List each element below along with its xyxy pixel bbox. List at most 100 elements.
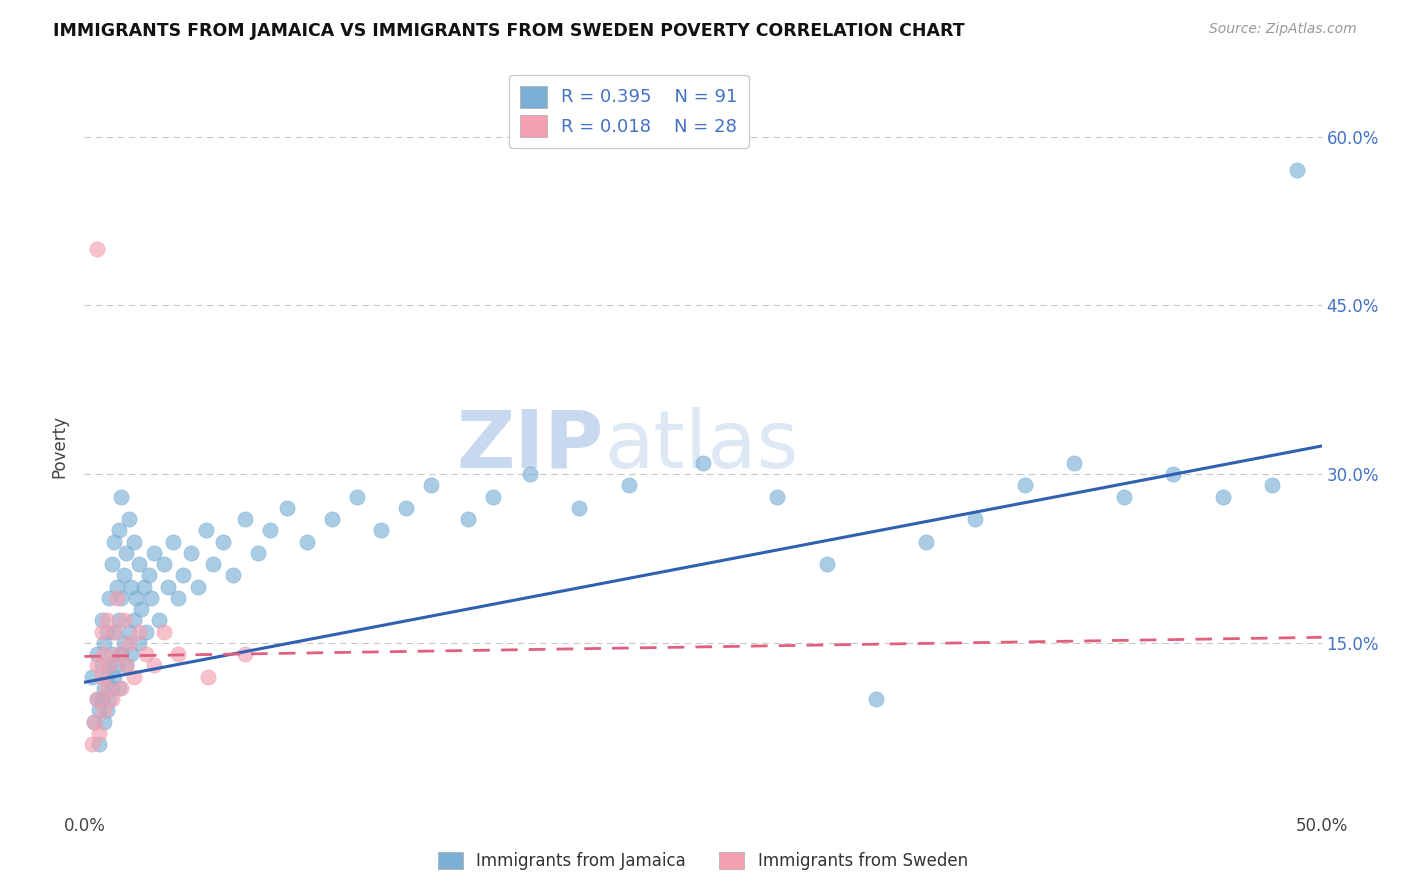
Text: ZIP: ZIP <box>457 407 605 485</box>
Point <box>148 614 170 628</box>
Point <box>89 737 111 751</box>
Point <box>105 580 128 594</box>
Point <box>180 546 202 560</box>
Legend: Immigrants from Jamaica, Immigrants from Sweden: Immigrants from Jamaica, Immigrants from… <box>432 845 974 877</box>
Point <box>346 490 368 504</box>
Point <box>96 703 118 717</box>
Point <box>129 602 152 616</box>
Point <box>108 647 131 661</box>
Text: atlas: atlas <box>605 407 799 485</box>
Point <box>93 681 115 695</box>
Point <box>1261 478 1284 492</box>
Point <box>83 714 105 729</box>
Point <box>110 490 132 504</box>
Point <box>110 647 132 661</box>
Point <box>96 624 118 639</box>
Point <box>865 692 887 706</box>
Text: Source: ZipAtlas.com: Source: ZipAtlas.com <box>1209 22 1357 37</box>
Point <box>419 478 441 492</box>
Point <box>108 614 131 628</box>
Point <box>187 580 209 594</box>
Point <box>128 624 150 639</box>
Point <box>108 524 131 538</box>
Point <box>395 500 418 515</box>
Point <box>128 636 150 650</box>
Point <box>96 670 118 684</box>
Point <box>194 524 217 538</box>
Point <box>197 670 219 684</box>
Point <box>115 658 138 673</box>
Point <box>115 546 138 560</box>
Point <box>93 703 115 717</box>
Point <box>98 658 121 673</box>
Point <box>90 658 112 673</box>
Point <box>93 714 115 729</box>
Point <box>1161 467 1184 482</box>
Point <box>965 512 987 526</box>
Point <box>132 580 155 594</box>
Point <box>93 636 115 650</box>
Point <box>1014 478 1036 492</box>
Point <box>321 512 343 526</box>
Point <box>100 557 122 571</box>
Point <box>370 524 392 538</box>
Point <box>1212 490 1234 504</box>
Point <box>112 636 135 650</box>
Point <box>98 692 121 706</box>
Point <box>519 467 541 482</box>
Point <box>108 681 131 695</box>
Point <box>110 591 132 605</box>
Legend: R = 0.395    N = 91, R = 0.018    N = 28: R = 0.395 N = 91, R = 0.018 N = 28 <box>509 75 748 147</box>
Point <box>914 534 936 549</box>
Point <box>89 703 111 717</box>
Point <box>295 534 318 549</box>
Point <box>90 624 112 639</box>
Point <box>135 624 157 639</box>
Point <box>110 681 132 695</box>
Point <box>98 658 121 673</box>
Point <box>568 500 591 515</box>
Point <box>96 681 118 695</box>
Point <box>118 636 141 650</box>
Point <box>167 647 190 661</box>
Point <box>481 490 503 504</box>
Point <box>276 500 298 515</box>
Point <box>122 614 145 628</box>
Point <box>152 557 174 571</box>
Point <box>86 658 108 673</box>
Point <box>617 478 640 492</box>
Point <box>202 557 225 571</box>
Point <box>118 624 141 639</box>
Point <box>103 670 125 684</box>
Point <box>112 614 135 628</box>
Point <box>1285 163 1308 178</box>
Point <box>118 512 141 526</box>
Point <box>142 546 165 560</box>
Point <box>125 591 148 605</box>
Point <box>172 568 194 582</box>
Point <box>1063 456 1085 470</box>
Point <box>103 534 125 549</box>
Point <box>162 534 184 549</box>
Point <box>90 692 112 706</box>
Point <box>98 591 121 605</box>
Point <box>90 670 112 684</box>
Point <box>115 658 138 673</box>
Point <box>692 456 714 470</box>
Point <box>93 647 115 661</box>
Y-axis label: Poverty: Poverty <box>51 415 69 477</box>
Point <box>246 546 269 560</box>
Point <box>142 658 165 673</box>
Point <box>112 568 135 582</box>
Point <box>233 647 256 661</box>
Point <box>815 557 838 571</box>
Point <box>157 580 180 594</box>
Point <box>141 591 163 605</box>
Point <box>86 692 108 706</box>
Point <box>83 714 105 729</box>
Point <box>233 512 256 526</box>
Point <box>167 591 190 605</box>
Point <box>457 512 479 526</box>
Point <box>100 681 122 695</box>
Point <box>100 647 122 661</box>
